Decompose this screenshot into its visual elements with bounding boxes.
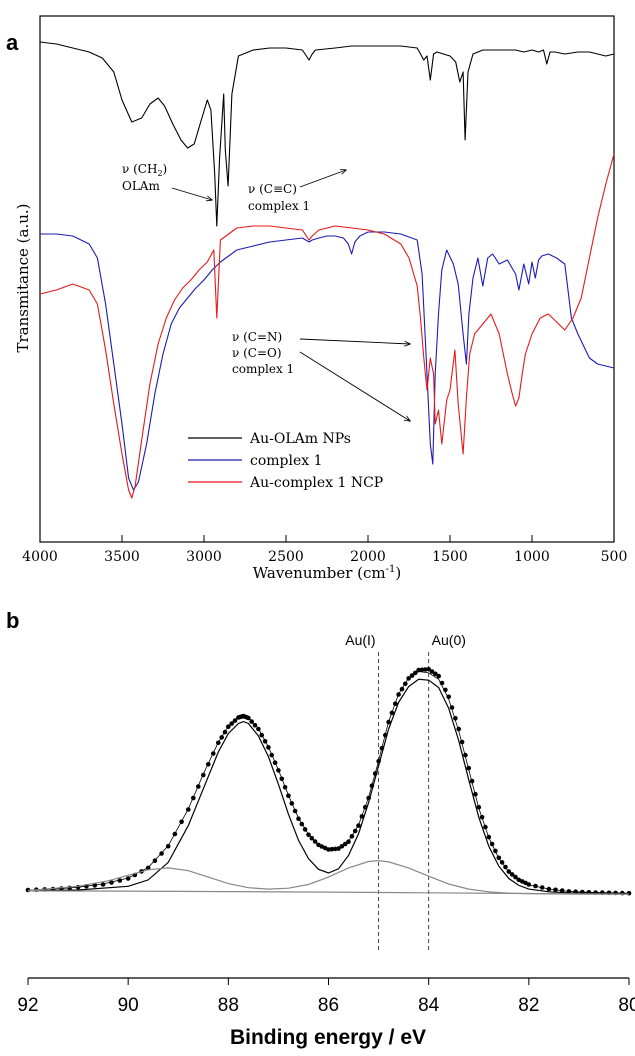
panel-a-x-tick-label: 1500 xyxy=(432,549,468,565)
xps-data-point xyxy=(346,839,351,844)
annotation-cn-arrow-2 xyxy=(299,351,410,421)
spectrum-series-0 xyxy=(39,41,615,227)
panel-a-legend: Au-OLAm NPs complex 1 Au-complex 1 NCP xyxy=(188,431,383,491)
reference-label-0: Au(I) xyxy=(345,632,375,648)
annotation-cn-line3: complex 1 xyxy=(232,362,294,376)
xps-data-point xyxy=(433,671,438,677)
panel-b-x-tick-label: 84 xyxy=(418,995,440,1016)
panel-b-x-tick-label: 86 xyxy=(318,995,339,1016)
annotation-cc: ν (C≡C) complex 1 xyxy=(248,170,346,213)
xps-fit-component-au1-curve xyxy=(27,859,629,895)
panel-a-x-tick-label: 2500 xyxy=(268,549,304,565)
xps-data-point xyxy=(332,846,338,852)
xps-data-point xyxy=(446,694,452,700)
panel-b-reference-lines: Au(I) Au(0) xyxy=(345,632,466,950)
xps-data-point xyxy=(429,669,435,674)
xps-envelope-curve xyxy=(27,671,630,894)
annotation-ch2-sub: 2 xyxy=(157,169,162,178)
xps-data-point xyxy=(463,752,468,758)
annotation-cn-line1: ν (C=N) xyxy=(232,330,282,344)
annotation-cn-line2: ν (C=O) xyxy=(232,346,282,360)
panel-b-x-tick-label: 92 xyxy=(17,995,38,1016)
xps-measured-points xyxy=(25,666,632,896)
xps-data-point xyxy=(416,667,421,673)
xps-fit-component-au0-curve xyxy=(27,678,629,895)
panel-a-y-axis-label: Transmitance (a.u.) xyxy=(14,203,32,352)
annotation-cc-line1: ν (C≡C) xyxy=(248,182,297,196)
panel-a-x-tick-label: 3000 xyxy=(186,549,222,565)
legend-label-complex1: complex 1 xyxy=(250,453,323,469)
spectrum-series-2 xyxy=(39,153,615,499)
annotation-cc-line2: complex 1 xyxy=(248,199,310,213)
panel-a-x-ticks: 4000 3500 3000 2500 2000 1500 1000 500 xyxy=(22,535,627,565)
panel-b-curves xyxy=(25,666,632,896)
panel-b: b 92 90 88 86 84 82 80 Au(I) Au(0) Binding ener… xyxy=(6,608,635,1049)
annotation-cn-co: ν (C=N) ν (C=O) complex 1 xyxy=(232,330,410,421)
panel-b-x-tick-label: 90 xyxy=(118,995,139,1016)
xps-data-point xyxy=(423,667,428,672)
xps-data-point xyxy=(419,667,425,673)
panel-a-curves xyxy=(39,41,615,499)
annotation-cc-arrow xyxy=(299,170,346,188)
xps-baseline-curve xyxy=(27,890,630,895)
annotation-ch2: ν (CH2) OLAm xyxy=(122,162,212,200)
annotation-ch2-line1: ν (CH2) xyxy=(122,162,167,178)
annotation-cn-arrow-1 xyxy=(299,338,410,344)
xps-data-point xyxy=(329,846,335,852)
annotation-ch2-arrow xyxy=(171,187,212,200)
panel-a-x-tick-label: 1000 xyxy=(514,549,550,565)
panel-a-plot-frame xyxy=(39,15,615,543)
panel-a: a 4000 3500 3000 2500 2000 1500 1000 500 Transm… xyxy=(6,15,627,582)
panel-a-x-tick-label: 3500 xyxy=(104,549,140,565)
panel-b-x-tick-label: 82 xyxy=(518,995,539,1016)
panel-b-label: b xyxy=(6,608,19,633)
x-axis-label-close: ) xyxy=(395,564,401,582)
annotation-ch2-close: ) xyxy=(163,162,168,176)
reference-label-1: Au(0) xyxy=(432,632,466,648)
legend-label-au-olam: Au-OLAm NPs xyxy=(249,431,351,447)
spectrum-series-1 xyxy=(40,231,615,491)
panel-b-x-tick-label: 80 xyxy=(618,995,635,1016)
annotation-ch2-text: ν (CH xyxy=(122,162,157,176)
panel-a-label: a xyxy=(6,30,19,55)
panel-a-x-tick-label: 2000 xyxy=(350,549,386,565)
panel-a-x-axis-label: Wavenumber (cm-1) xyxy=(253,564,401,582)
panel-b-x-ticks: 92 90 88 86 84 82 80 xyxy=(17,978,635,1016)
xps-data-point xyxy=(426,666,432,672)
xps-data-point xyxy=(436,673,442,679)
panel-b-x-tick-label: 88 xyxy=(218,995,239,1016)
annotation-ch2-line2: OLAm xyxy=(122,179,160,193)
panel-a-x-tick-label: 4000 xyxy=(22,549,58,565)
x-axis-label-sup: -1 xyxy=(386,564,396,575)
panel-a-x-tick-label: 500 xyxy=(601,549,628,565)
legend-label-au-complex1: Au-complex 1 NCP xyxy=(249,475,383,491)
x-axis-label-main: Wavenumber (cm xyxy=(253,564,386,582)
panel-b-x-axis-label: Binding energy / eV xyxy=(230,1026,426,1049)
